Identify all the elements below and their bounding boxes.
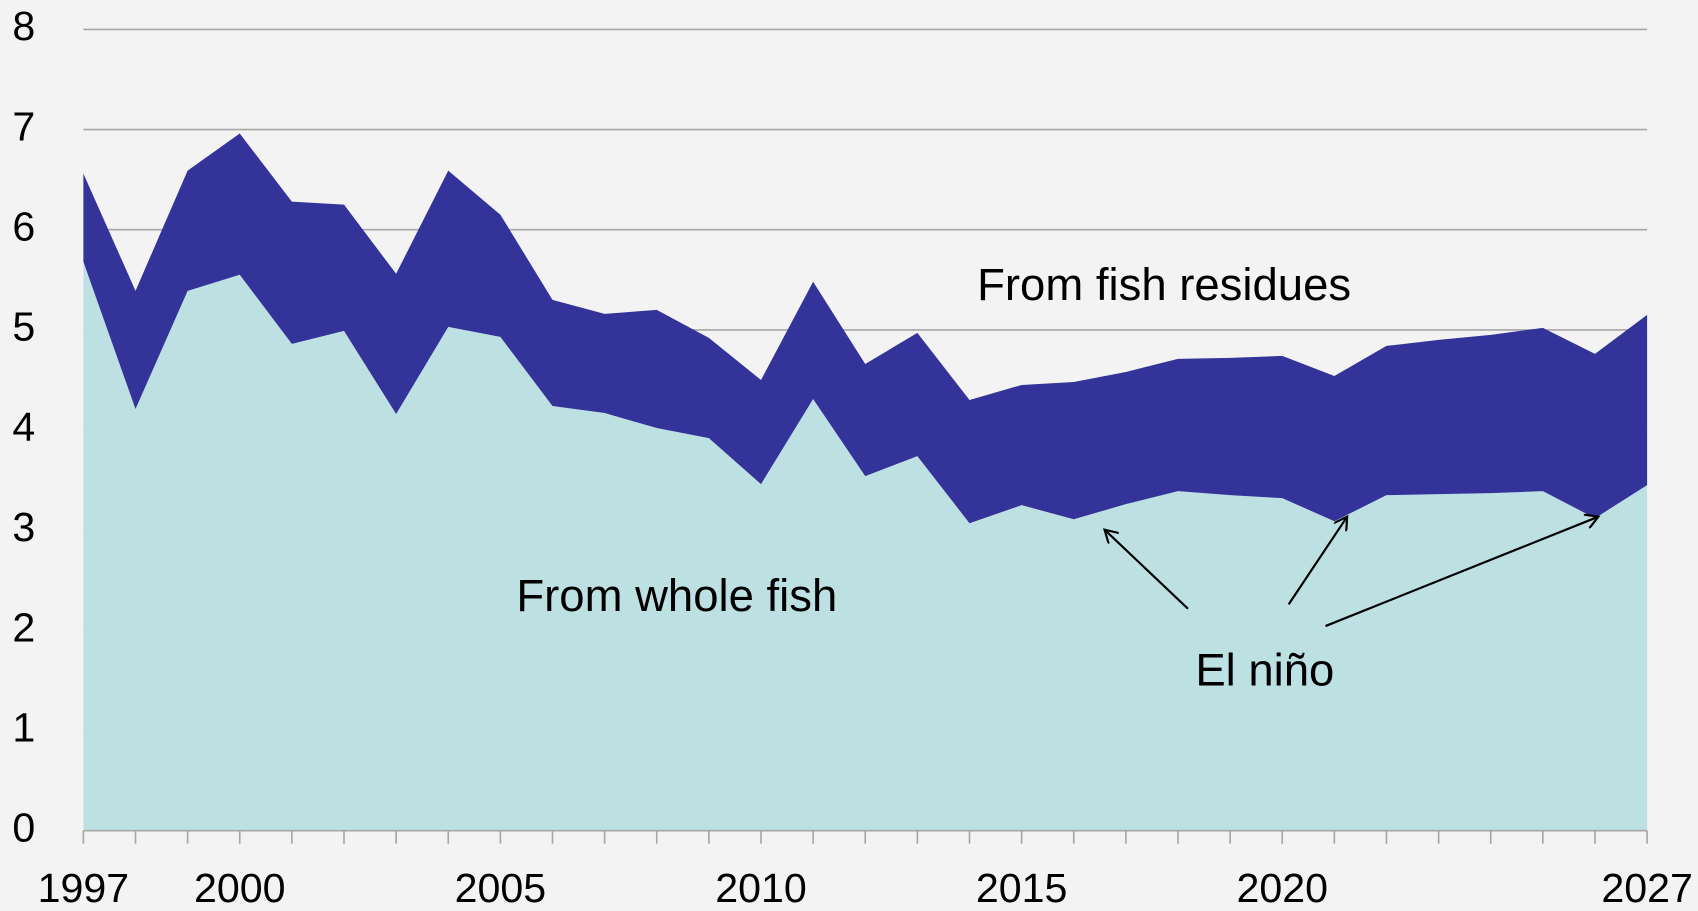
annotation-arrow bbox=[1325, 517, 1598, 628]
annotation: El niño bbox=[1195, 645, 1334, 696]
y-tick-label: 8 bbox=[12, 3, 35, 49]
y-tick-label: 1 bbox=[12, 704, 35, 750]
y-tick-label: 2 bbox=[12, 604, 35, 650]
x-tick-label: 2005 bbox=[455, 865, 547, 911]
y-tick-label: 0 bbox=[12, 805, 35, 851]
series-label: From whole fish bbox=[516, 570, 837, 621]
y-tick-label: 7 bbox=[12, 103, 35, 149]
x-tick-label: 1997 bbox=[38, 865, 130, 911]
area bbox=[83, 133, 1648, 524]
series-label: From fish residues bbox=[977, 259, 1351, 310]
y-tick-label: 3 bbox=[12, 504, 35, 550]
x-tick-label: 2027 bbox=[1601, 865, 1693, 911]
y-tick-label: 6 bbox=[12, 204, 35, 250]
area bbox=[83, 261, 1648, 831]
x-tick-label: 2000 bbox=[194, 865, 286, 911]
y-tick-label: 5 bbox=[12, 304, 35, 350]
annotation-arrow bbox=[1287, 517, 1347, 606]
x-tick-label: 2010 bbox=[715, 865, 807, 911]
x-tick-label: 2015 bbox=[976, 865, 1068, 911]
annotation-arrow bbox=[1105, 530, 1189, 610]
x-tick-label: 2020 bbox=[1236, 865, 1328, 911]
y-tick-label: 4 bbox=[12, 404, 35, 450]
